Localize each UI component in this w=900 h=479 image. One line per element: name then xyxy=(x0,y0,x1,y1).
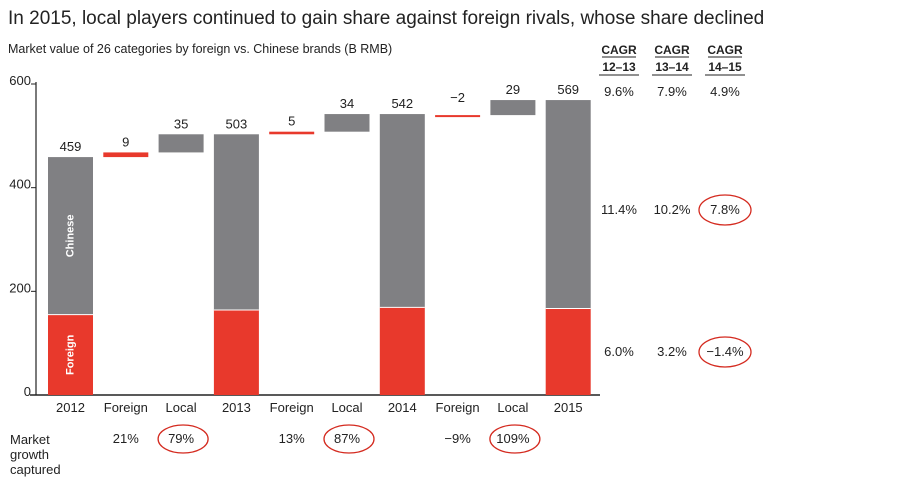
cagr-table: CAGR 12–13 CAGR 13–14 CAGR 14–15 9.6% 7.9% 4.9% 1… xyxy=(599,43,752,368)
bar-chinese-segment xyxy=(213,134,259,310)
category-label: 2015 xyxy=(554,400,583,415)
y-tick-label: 600 xyxy=(9,73,31,88)
y-tick-label: 400 xyxy=(9,177,31,192)
data-label: 9 xyxy=(122,134,129,149)
highlight-circle xyxy=(698,194,752,226)
bar-foreign-segment xyxy=(379,307,425,395)
bar-foreign-segment xyxy=(545,308,591,395)
bar-change xyxy=(158,134,204,153)
bars: Chinese Foreign xyxy=(48,100,591,395)
bar-change xyxy=(103,152,149,158)
cagr-header: CAGR xyxy=(707,43,743,57)
data-label: 34 xyxy=(340,96,354,111)
category-label: Foreign xyxy=(436,400,480,415)
bar-chinese-segment xyxy=(379,114,425,308)
category-label: 2014 xyxy=(388,400,417,415)
data-label: 542 xyxy=(391,96,413,111)
value-labels: 459 9 35 503 5 34 542 −2 29 569 xyxy=(60,82,579,154)
chart-subtitle: Market value of 26 categories by foreign… xyxy=(8,42,392,56)
cagr-header: CAGR xyxy=(654,43,690,57)
bar-change xyxy=(269,131,315,135)
market-growth-captured-label: growth xyxy=(10,447,49,462)
cagr-value: 4.9% xyxy=(710,84,740,99)
cagr-header: CAGR xyxy=(601,43,637,57)
series-label-chinese: Chinese xyxy=(64,214,76,257)
category-label: 2012 xyxy=(56,400,85,415)
cagr-period: 14–15 xyxy=(708,60,742,74)
cagr-value: 11.4% xyxy=(601,202,637,217)
bar-foreign-segment xyxy=(213,309,259,395)
bar-change xyxy=(490,100,536,116)
x-axis-labels: 2012 Foreign Local 2013 Foreign Local 2014 Fore… xyxy=(56,400,583,415)
category-label: Foreign xyxy=(104,400,148,415)
data-label: 503 xyxy=(226,116,248,131)
highlight-circle xyxy=(157,424,209,454)
bar-chinese-segment xyxy=(48,157,93,315)
growth-captured-value: 79% xyxy=(168,431,194,446)
cagr-value: 9.6% xyxy=(604,84,634,99)
category-label: Local xyxy=(331,400,362,415)
growth-captured-value: 87% xyxy=(334,431,360,446)
cagr-value: 10.2% xyxy=(654,202,691,217)
bar-foreign-segment xyxy=(48,314,93,395)
y-tick-label: 200 xyxy=(9,280,31,295)
bar-change xyxy=(324,114,370,132)
cagr-period: 12–13 xyxy=(602,60,636,74)
category-label: Foreign xyxy=(270,400,314,415)
cagr-value: 3.2% xyxy=(657,344,687,359)
cagr-value: −1.4% xyxy=(706,344,744,359)
data-label: 459 xyxy=(60,139,82,154)
data-label: −2 xyxy=(450,90,465,105)
growth-captured-value: 109% xyxy=(496,431,530,446)
growth-captured-value: −9% xyxy=(444,431,471,446)
chart-title: In 2015, local players continued to gain… xyxy=(8,8,764,29)
growth-captured-value: 21% xyxy=(113,431,139,446)
category-label: Local xyxy=(166,400,197,415)
category-label: Local xyxy=(497,400,528,415)
data-label: 569 xyxy=(557,82,579,97)
cagr-value: 7.8% xyxy=(710,202,740,217)
highlight-circle xyxy=(323,424,375,454)
cagr-value: 7.9% xyxy=(657,84,687,99)
cagr-period: 13–14 xyxy=(655,60,689,74)
market-growth-captured-label: Market xyxy=(10,432,50,447)
series-label-foreign: Foreign xyxy=(64,334,76,375)
y-axis: 0 200 400 600 xyxy=(9,73,600,399)
bar-change xyxy=(435,115,481,118)
bar-chinese-segment xyxy=(545,100,591,309)
data-label: 5 xyxy=(288,114,295,129)
market-growth-captured-label: captured xyxy=(10,462,61,477)
growth-captured-value: 13% xyxy=(279,431,305,446)
data-label: 29 xyxy=(506,82,520,97)
data-label: 35 xyxy=(174,116,188,131)
highlight-circle xyxy=(698,336,752,368)
cagr-value: 6.0% xyxy=(604,344,634,359)
highlight-circle xyxy=(489,424,541,454)
y-tick-label: 0 xyxy=(24,384,31,399)
category-label: 2013 xyxy=(222,400,251,415)
